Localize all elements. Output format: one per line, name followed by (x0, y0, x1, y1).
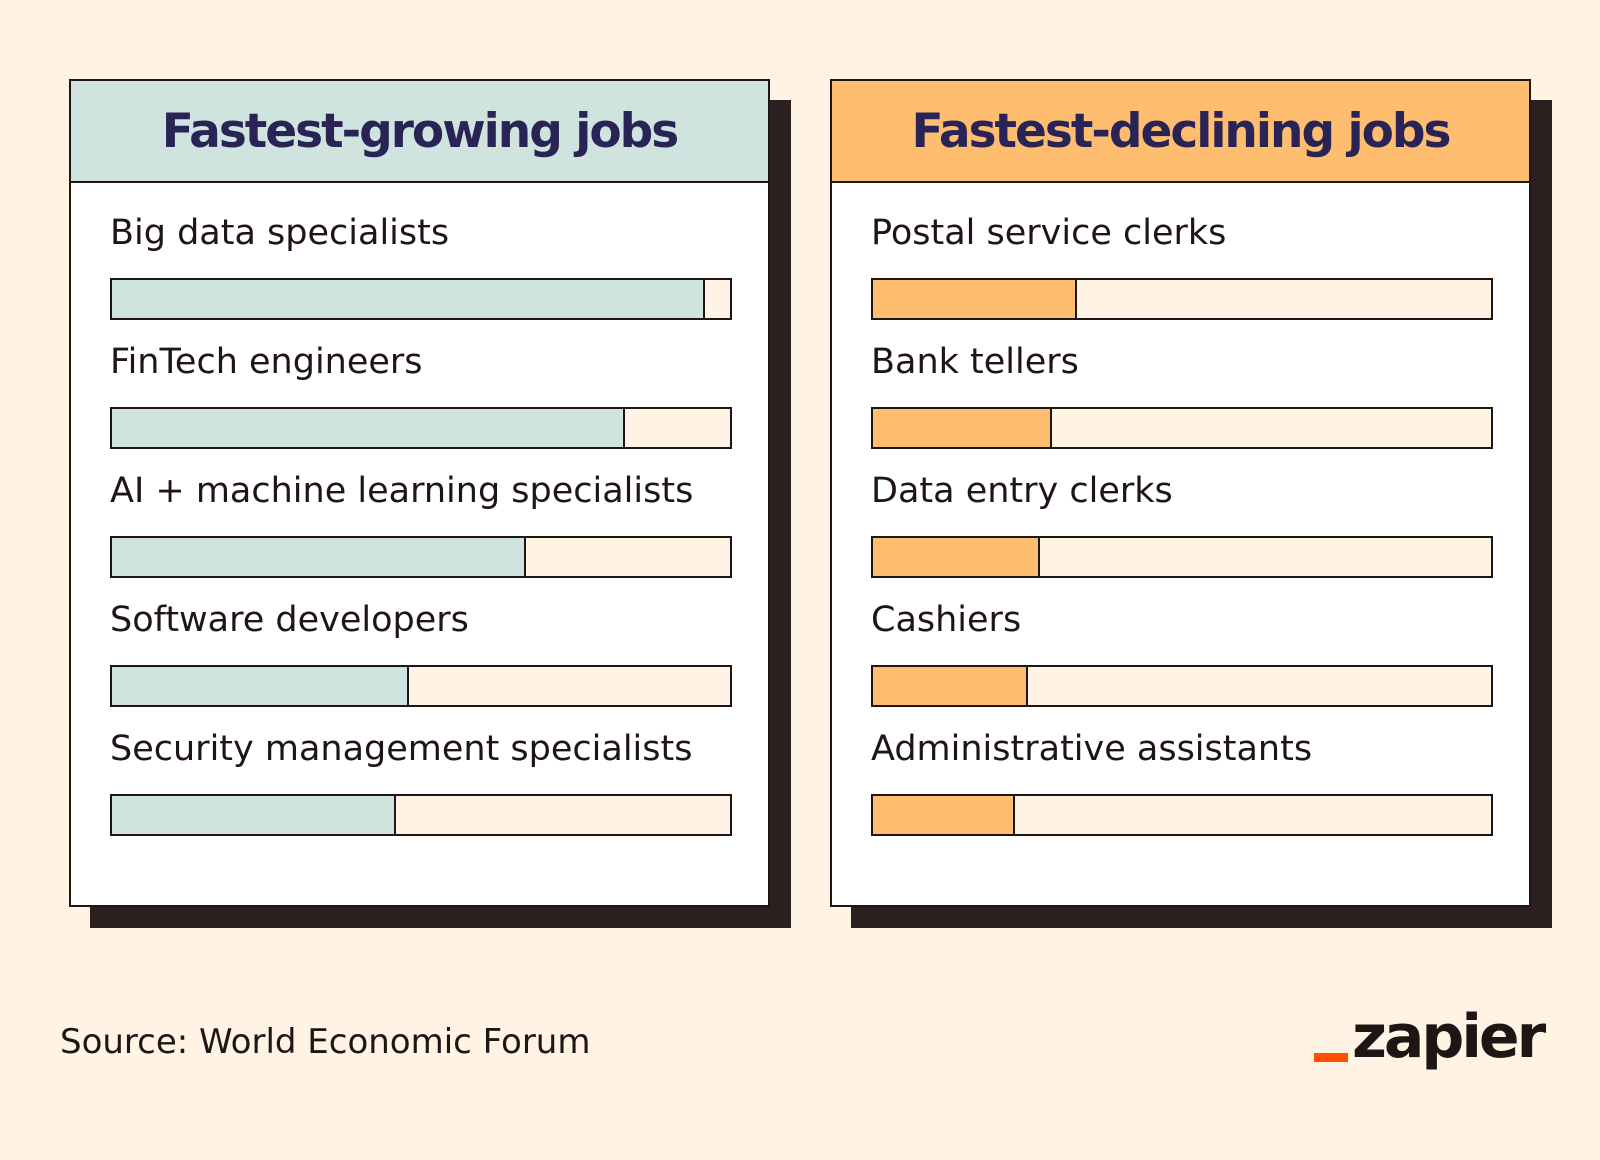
growing-jobs-panel: Fastest-growing jobs Big data specialist… (69, 79, 770, 907)
growing-bar-track (110, 665, 732, 707)
zapier-logo-underscore (1314, 1053, 1348, 1062)
growing-job-label: Security management specialists (110, 729, 693, 769)
declining-bar-fill (873, 280, 1077, 318)
declining-jobs-title: Fastest-declining jobs (911, 103, 1452, 159)
zapier-logo-text: zapier (1352, 1005, 1547, 1072)
declining-job-row: Data entry clerks (832, 441, 1529, 578)
declining-job-row: Administrative assistants (832, 699, 1529, 836)
declining-job-label: Administrative assistants (871, 729, 1313, 769)
declining-bar-track (871, 794, 1493, 836)
declining-job-row: Bank tellers (832, 312, 1529, 449)
zapier-logo-icon: zapier (1314, 1005, 1550, 1072)
declining-job-label: Cashiers (871, 600, 1022, 640)
growing-bar-fill (112, 538, 527, 576)
declining-jobs-header: Fastest-declining jobs (832, 81, 1529, 183)
declining-bar-track (871, 278, 1493, 320)
source-note: Source: World Economic Forum (60, 1022, 591, 1062)
declining-bar-fill (873, 538, 1040, 576)
growing-job-row: Software developers (71, 570, 768, 707)
growing-bar-track (110, 536, 732, 578)
declining-job-label: Postal service clerks (871, 213, 1227, 253)
declining-jobs-panel: Fastest-declining jobs Postal service cl… (830, 79, 1531, 907)
growing-job-row: FinTech engineers (71, 312, 768, 449)
declining-bar-fill (873, 796, 1016, 834)
growing-job-label: AI + machine learning specialists (110, 471, 694, 511)
declining-bar-fill (873, 409, 1053, 447)
growing-bar-fill (112, 280, 706, 318)
declining-job-row: Cashiers (832, 570, 1529, 707)
growing-bar-track (110, 794, 732, 836)
growing-job-label: FinTech engineers (110, 342, 423, 382)
growing-bar-fill (112, 667, 409, 705)
declining-job-row: Postal service clerks (832, 183, 1529, 320)
growing-jobs-title: Fastest-growing jobs (161, 103, 679, 159)
declining-bar-track (871, 665, 1493, 707)
declining-bar-fill (873, 667, 1028, 705)
declining-bar-track (871, 407, 1493, 449)
growing-job-row: Big data specialists (71, 183, 768, 320)
declining-job-label: Bank tellers (871, 342, 1079, 382)
growing-bar-fill (112, 796, 397, 834)
growing-jobs-header: Fastest-growing jobs (71, 81, 768, 183)
growing-job-label: Big data specialists (110, 213, 450, 253)
growing-bar-track (110, 407, 732, 449)
growing-bar-fill (112, 409, 625, 447)
declining-bar-track (871, 536, 1493, 578)
growing-bar-track (110, 278, 732, 320)
growing-job-label: Software developers (110, 600, 469, 640)
growing-job-row: Security management specialists (71, 699, 768, 836)
declining-job-label: Data entry clerks (871, 471, 1173, 511)
growing-job-row: AI + machine learning specialists (71, 441, 768, 578)
